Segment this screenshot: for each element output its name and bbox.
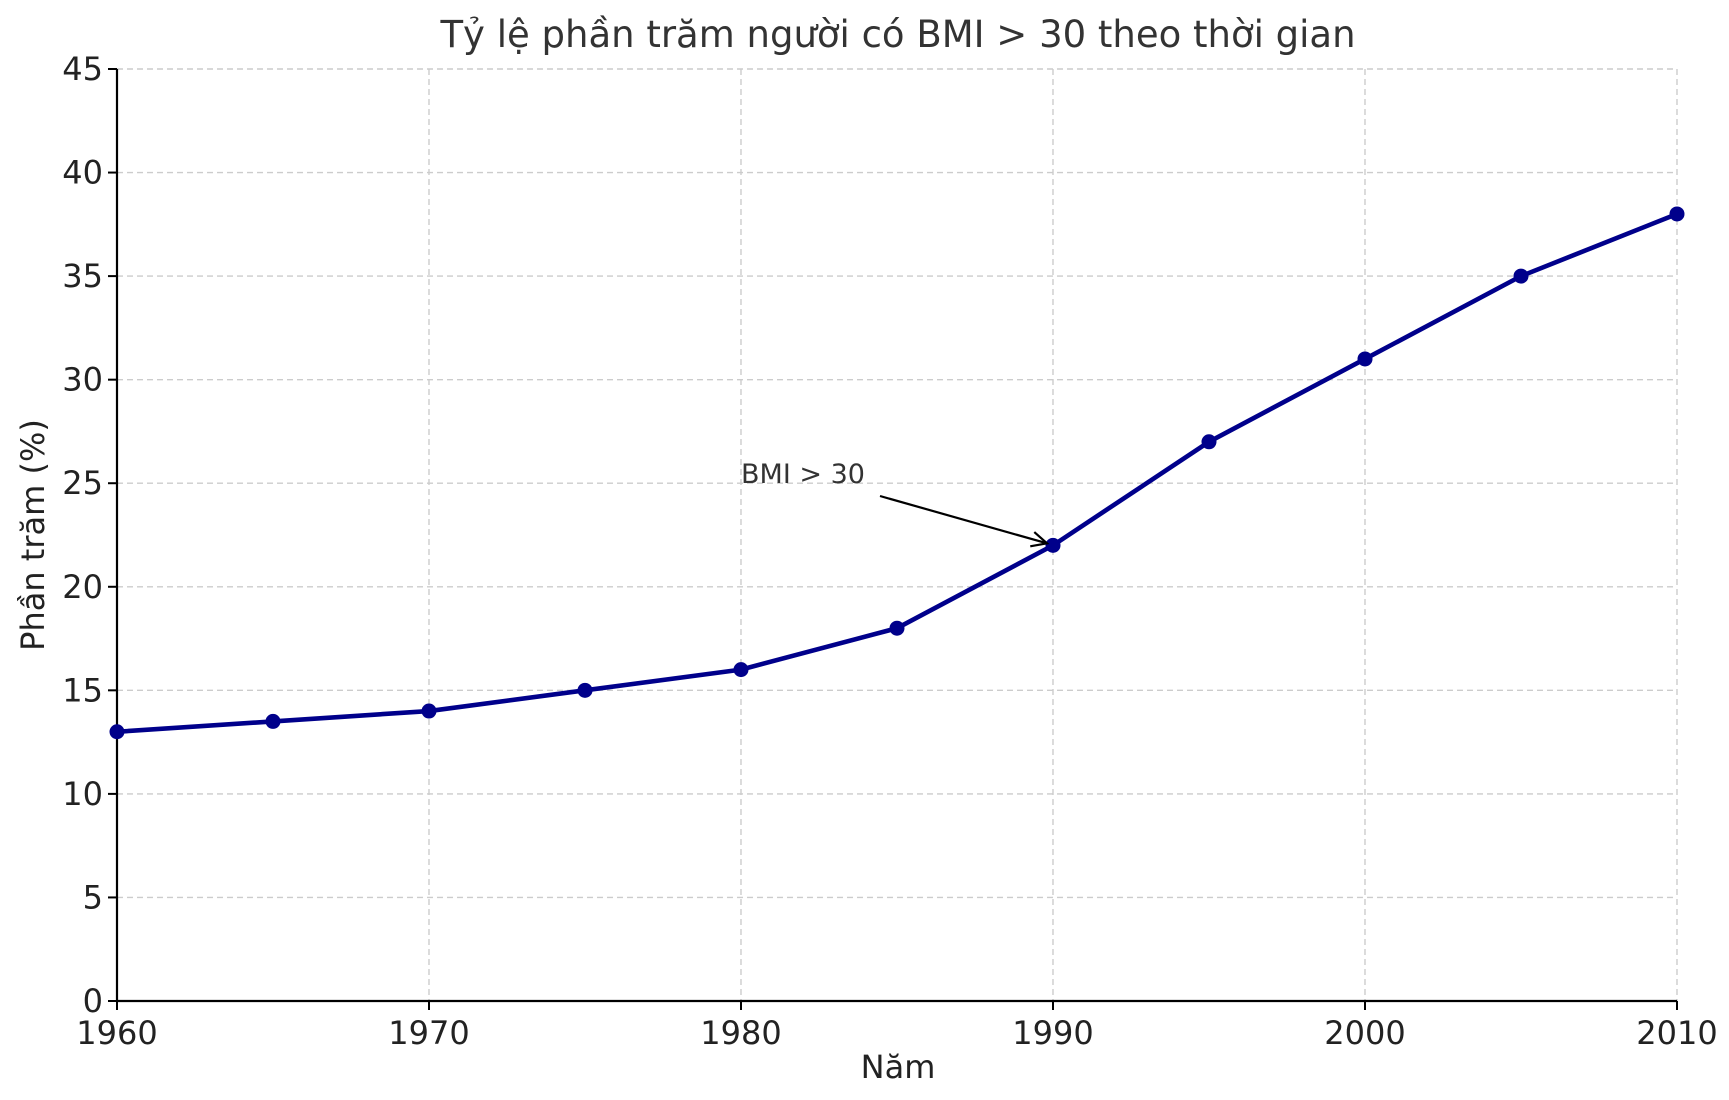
annotations: BMI > 30 xyxy=(741,459,1050,548)
data-point xyxy=(109,724,125,740)
data-point xyxy=(1357,351,1373,367)
y-tick-label: 25 xyxy=(62,464,103,502)
x-tick-label: 1970 xyxy=(388,1014,469,1052)
x-tick-label: 1980 xyxy=(700,1014,781,1052)
y-tick-label: 0 xyxy=(83,982,103,1020)
x-tick-label: 1960 xyxy=(76,1014,157,1052)
data-point xyxy=(577,682,593,698)
grid xyxy=(117,68,1678,1001)
series-line xyxy=(114,211,1680,735)
y-tick-label: 40 xyxy=(62,154,103,192)
data-point xyxy=(889,620,905,636)
data-point xyxy=(265,713,281,729)
y-tick-label: 30 xyxy=(62,361,103,399)
x-tick-label: 2000 xyxy=(1324,1014,1405,1052)
y-tick-label: 5 xyxy=(83,878,103,916)
axes xyxy=(115,69,1677,1003)
data-point xyxy=(733,662,749,678)
data-point xyxy=(1513,268,1529,284)
y-tick-label: 15 xyxy=(62,671,103,709)
y-tick-label: 20 xyxy=(62,568,103,606)
annotation-arrow xyxy=(879,494,1048,545)
x-tick-label: 1990 xyxy=(1012,1014,1093,1052)
annotation-label: BMI > 30 xyxy=(741,459,865,490)
x-tick-label: 2010 xyxy=(1636,1014,1717,1052)
data-point xyxy=(1669,206,1685,222)
y-tick-label: 35 xyxy=(62,257,103,295)
arrow-head xyxy=(1030,531,1050,548)
series xyxy=(109,206,1685,740)
data-point xyxy=(421,703,437,719)
data-point xyxy=(1201,434,1217,450)
y-tick-label: 10 xyxy=(62,775,103,813)
y-axis-label: Phần trăm (%) xyxy=(14,419,52,651)
y-tick-label: 45 xyxy=(62,50,103,88)
x-axis-label: Năm xyxy=(861,1048,936,1086)
data-point xyxy=(1045,537,1061,553)
ticks: 0 5 10 15 20 25 30 35 40 45 1960 1970 1980 1990 2000 20… xyxy=(62,50,1717,1052)
chart-title: Tỷ lệ phần trăm người có BMI > 30 theo t… xyxy=(439,13,1355,56)
